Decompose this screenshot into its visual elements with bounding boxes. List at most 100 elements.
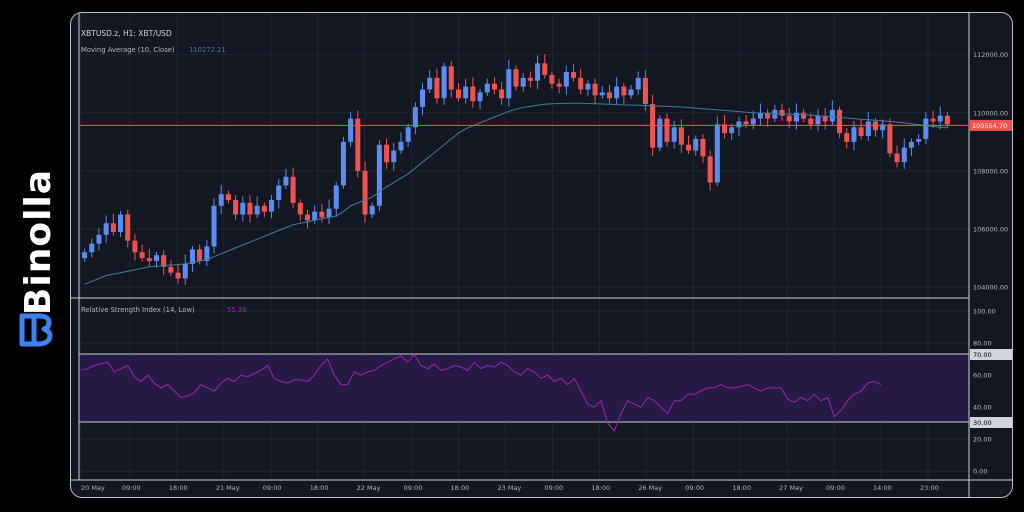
candle-body: [686, 144, 692, 151]
candle-body: [894, 153, 900, 163]
candle-body: [82, 252, 88, 259]
symbol-title: XBTUSD.z, H1: XBT/USD: [81, 29, 172, 38]
candle-body: [491, 83, 497, 90]
candle-body: [621, 86, 627, 96]
candle-body: [276, 185, 282, 200]
candles: [82, 54, 950, 286]
candle-body: [161, 255, 167, 267]
candle-body: [606, 92, 612, 99]
rsi-tick-label: 100.00: [973, 308, 996, 316]
candle-body: [880, 124, 886, 131]
candle-body: [729, 127, 735, 134]
x-tick-label: 22 May: [357, 484, 381, 492]
candle-body: [233, 199, 239, 215]
candle-body: [470, 86, 476, 102]
candle-body: [89, 243, 95, 253]
candle-body: [736, 121, 742, 128]
candle-body: [247, 202, 253, 215]
candle-body: [657, 118, 663, 148]
candle-body: [793, 112, 799, 122]
rsi-band: [79, 354, 969, 422]
candle-body: [348, 118, 354, 142]
ma-legend-label: Moving Average (10, Close): [81, 46, 175, 54]
candle-body: [721, 124, 728, 134]
current-price-label: 109564.70: [972, 122, 1007, 130]
x-tick-label: 18:00: [169, 484, 188, 492]
rsi-series: [80, 353, 882, 433]
candle-body: [786, 115, 792, 122]
x-tick-label: 26 May: [638, 484, 662, 492]
candle-body: [599, 92, 605, 96]
candle-body: [110, 223, 116, 232]
x-tick-label: 23:00: [920, 484, 939, 492]
price-chart[interactable]: 112000.00 110000.00 108000.00 106000.00 1040…: [71, 13, 1012, 497]
candle-body: [326, 208, 332, 218]
y-tick-label: 112000.00: [973, 51, 1008, 59]
brand-name: Binolla: [18, 168, 59, 316]
chart-panel: 112000.00 110000.00 108000.00 106000.00 1040…: [70, 12, 1013, 498]
binolla-logo-icon: [19, 313, 53, 347]
candle-body: [714, 124, 720, 183]
candle-body: [707, 156, 713, 183]
candle-body: [132, 240, 138, 253]
x-tick-label: 09:00: [122, 484, 141, 492]
candle-body: [901, 147, 907, 163]
candle-body: [304, 214, 311, 221]
candle-body: [455, 89, 461, 99]
candle-body: [362, 170, 368, 215]
x-tick-label: 18:00: [310, 484, 329, 492]
x-tick-label: 20 May: [81, 484, 105, 492]
x-tick-label: 18:00: [451, 484, 470, 492]
candle-body: [887, 124, 893, 154]
candle-body: [118, 214, 124, 232]
x-tick-label: 14:00: [873, 484, 892, 492]
y-tick-label: 110000.00: [973, 109, 1008, 117]
x-tick-label: 09:00: [685, 484, 704, 492]
candle-body: [211, 205, 217, 247]
candle-body: [290, 176, 296, 203]
candle-body: [743, 121, 749, 125]
candle-body: [837, 109, 843, 134]
candle-body: [772, 109, 778, 119]
candle-body: [261, 205, 267, 212]
candle-body: [937, 115, 943, 122]
candle-body: [578, 77, 584, 90]
candle-body: [815, 115, 821, 125]
candle-body: [420, 89, 426, 107]
candle-body: [765, 112, 771, 119]
candle-body: [153, 255, 160, 262]
candle-body: [527, 77, 533, 81]
candle-body: [844, 133, 850, 142]
moving-average-line: [84, 102, 948, 285]
candle-body: [463, 86, 469, 99]
candle-body: [700, 138, 706, 157]
candle-body: [269, 199, 275, 212]
candle-body: [319, 211, 325, 218]
candle-body: [664, 118, 670, 142]
candle-body: [851, 127, 857, 142]
candle-body: [829, 109, 835, 122]
candle-body: [168, 266, 174, 273]
candle-body: [801, 112, 807, 119]
candle-body: [585, 83, 591, 90]
x-tick-label: 09:00: [404, 484, 423, 492]
rsi-tick-label: 20.00: [973, 436, 992, 444]
candle-body: [535, 63, 541, 81]
rsi-lower-tag: [970, 417, 1012, 428]
y-tick-label: 108000.00: [973, 167, 1008, 175]
candle-body: [391, 150, 397, 163]
candle-body: [628, 89, 634, 96]
candle-body: [139, 252, 145, 259]
candle-body: [549, 74, 555, 84]
candle-body: [592, 83, 598, 96]
candle-body: [930, 118, 936, 122]
candle-body: [865, 121, 871, 137]
candle-body: [635, 77, 641, 90]
candle-body: [563, 72, 569, 87]
axis-labels: 112000.00 110000.00 108000.00 106000.00 1040…: [81, 51, 1008, 492]
candle-body: [944, 115, 950, 125]
candle-body: [908, 141, 914, 148]
candle-body: [254, 205, 260, 215]
candle-body: [448, 66, 454, 90]
candle-body: [923, 118, 929, 139]
